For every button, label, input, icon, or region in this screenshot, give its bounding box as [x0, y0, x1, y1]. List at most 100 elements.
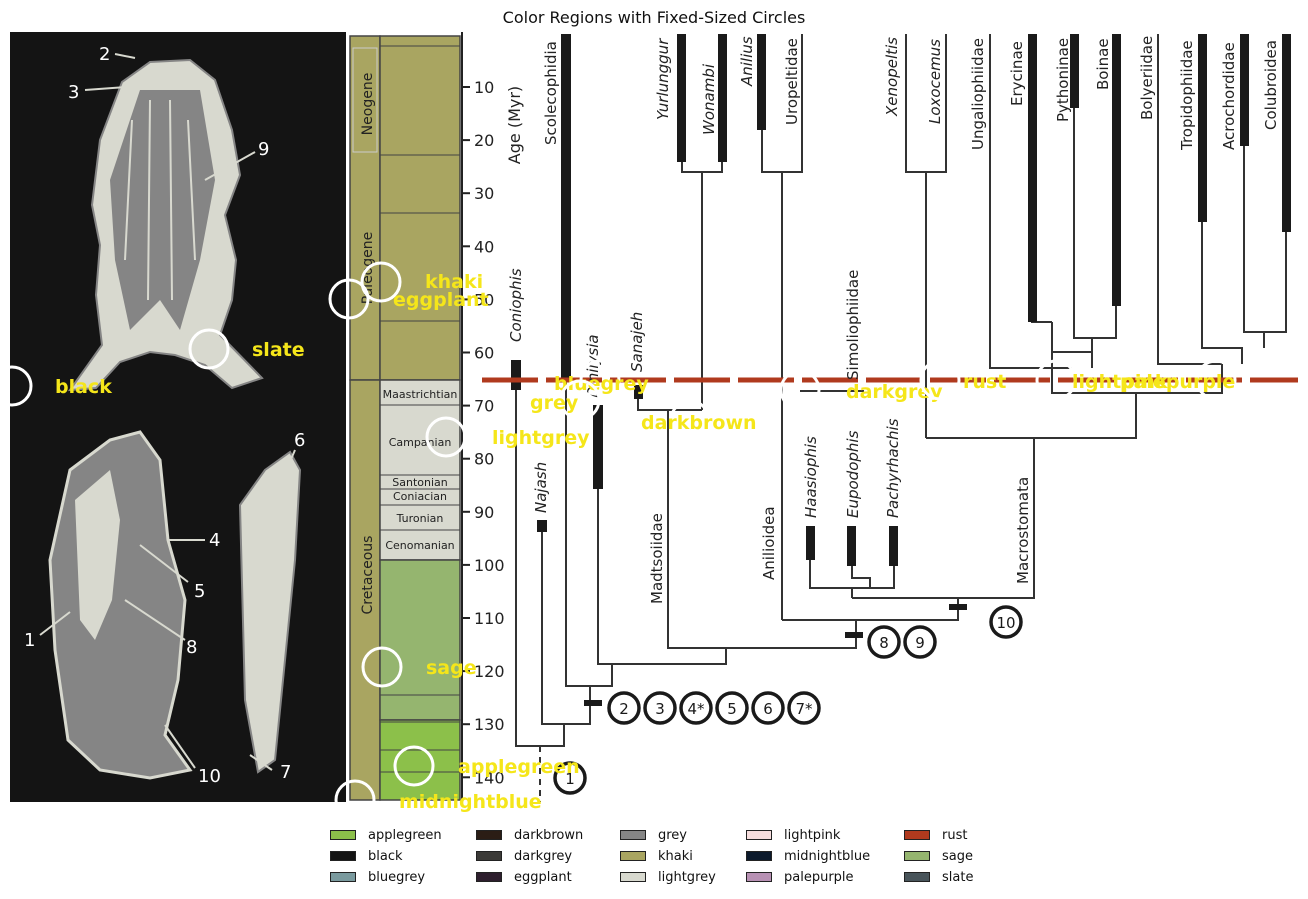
- jaw-bone: [238, 450, 302, 774]
- skull-leader-lines: [39, 53, 296, 771]
- legend-label: black: [368, 848, 403, 864]
- stages-basal: [379, 719, 461, 801]
- age-axis-title: Age (Myr): [505, 86, 524, 164]
- region-marker-midnightblue: midnightblue: [334, 779, 542, 820]
- cladogram: [515, 34, 1287, 802]
- taxon-label: Ungaliophiidae: [969, 38, 987, 150]
- region-circle: [360, 261, 402, 303]
- taxon-label: Scolecophidia: [542, 41, 560, 145]
- taxon-label: Xenopeltis: [883, 37, 901, 117]
- taxon-label: Acrochordidae: [1220, 42, 1238, 150]
- region-marker-sage: sage: [361, 646, 477, 688]
- age-ticks: 10 20 30 40 50 60 70 80 90 100 110 120 130 140: [462, 78, 505, 787]
- region-circle: [1035, 359, 1077, 401]
- legend-item: sage: [904, 847, 973, 865]
- era-neogene-box: [352, 47, 378, 153]
- region-marker-lightpink: lightpink: [1035, 359, 1168, 401]
- age-tick-label: 140: [474, 768, 505, 787]
- region-label: midnightblue: [399, 791, 542, 813]
- stage-label: Cenomanian: [385, 539, 454, 552]
- legend-item: bluegrey: [330, 868, 425, 886]
- legend-label: lightpink: [784, 827, 841, 843]
- legend-swatch: [476, 830, 502, 840]
- legend-item: lightpink: [746, 826, 840, 844]
- node-marker: 6: [751, 691, 785, 725]
- legend-label: sage: [942, 848, 973, 864]
- legend-item: lightgrey: [620, 868, 716, 886]
- node-marker: 10: [989, 605, 1023, 639]
- taxon-label: Loxocemus: [926, 39, 944, 124]
- region-circle: [393, 745, 435, 787]
- taxon-label: Yurlunggur: [654, 38, 672, 120]
- era-label: Cretaceous: [360, 536, 376, 615]
- clade-anilioidea-join: [782, 598, 959, 621]
- range-bars: [511, 34, 1291, 706]
- taxon-label: Erycinae: [1008, 41, 1026, 106]
- region-label: lightpink: [1072, 371, 1168, 393]
- skull-lateral-teeth: [75, 470, 120, 640]
- region-label: palepurple: [1120, 371, 1235, 393]
- region-label: lightgrey: [492, 427, 590, 449]
- stage-label: Campanian: [389, 436, 452, 449]
- legend-item: darkgrey: [476, 847, 572, 865]
- node-marker: 8: [867, 625, 901, 659]
- stage-label: Santonian: [392, 476, 448, 489]
- region-marker-rust: rust: [919, 359, 1006, 401]
- taxon-label: Macrostomata: [1014, 477, 1032, 584]
- era-label: Neogene: [360, 73, 376, 136]
- node-label: 6: [763, 700, 773, 718]
- skull-number: 10: [198, 766, 221, 787]
- age-tick-label: 40: [474, 237, 494, 256]
- age-tick-label: 20: [474, 131, 494, 150]
- region-marker-palepurple: palepurple: [1120, 359, 1237, 401]
- legend-swatch: [904, 851, 930, 861]
- node-label: 1: [565, 770, 575, 788]
- legend-swatch: [904, 872, 930, 882]
- taxon-label: Simoliophiidae: [844, 270, 862, 380]
- taxon-label: Anilius: [738, 36, 756, 87]
- legend-label: palepurple: [784, 869, 854, 885]
- node-marker: 5: [715, 691, 749, 725]
- age-tick-label: 30: [474, 184, 494, 203]
- skull-panel: 2 3 9 6 4 5 1 8 10 7: [10, 32, 346, 802]
- taxon-label: Anilioidea: [760, 506, 778, 580]
- age-tick-label: 100: [474, 556, 505, 575]
- taxon-label: Wonambi: [700, 63, 718, 135]
- region-label: applegreen: [458, 756, 580, 778]
- legend-label: eggplant: [514, 869, 572, 885]
- legend-swatch: [746, 830, 772, 840]
- legend-swatch: [746, 851, 772, 861]
- skull-number: 9: [258, 139, 269, 160]
- node-label: 8: [879, 634, 889, 652]
- legend-swatch: [330, 851, 356, 861]
- region-label: rust: [963, 371, 1006, 393]
- node-marker: 1: [553, 761, 587, 795]
- region-marker-khaki: khaki: [360, 261, 483, 303]
- stages-early-cretaceous: [379, 559, 461, 721]
- node-marker: 9: [903, 625, 937, 659]
- node-marker: 7*: [787, 691, 821, 725]
- legend-label: rust: [942, 827, 968, 843]
- legend-label: slate: [942, 869, 974, 885]
- region-circle: [669, 399, 711, 441]
- skull-number: 1: [24, 630, 35, 651]
- region-marker-black: black: [0, 365, 112, 407]
- node-label: 3: [655, 700, 665, 718]
- stages-cenozoic: [379, 35, 461, 381]
- figure-scene: 2 3 9 6 4 5 1 8 10 7: [0, 32, 1298, 820]
- timescale: Neogene Paleogene Cretaceous Maastrichti…: [346, 32, 524, 802]
- region-circle: [919, 359, 961, 401]
- legend-label: grey: [658, 827, 688, 843]
- legend-item: midnightblue: [746, 847, 870, 865]
- legend-swatch: [330, 872, 356, 882]
- legend-swatch: [476, 872, 502, 882]
- legend-item: slate: [904, 868, 973, 886]
- legend-swatch: [746, 872, 772, 882]
- color-legend: applegreen black bluegrey darkbrown darkgrey…: [330, 826, 1030, 890]
- node-marker: 3: [643, 691, 677, 725]
- clade-dinilysia: [597, 420, 727, 665]
- region-circle: [559, 379, 601, 421]
- node-label: 2: [619, 700, 629, 718]
- taxon-label: Pachyrhachis: [884, 418, 902, 518]
- legend-label: khaki: [658, 848, 693, 864]
